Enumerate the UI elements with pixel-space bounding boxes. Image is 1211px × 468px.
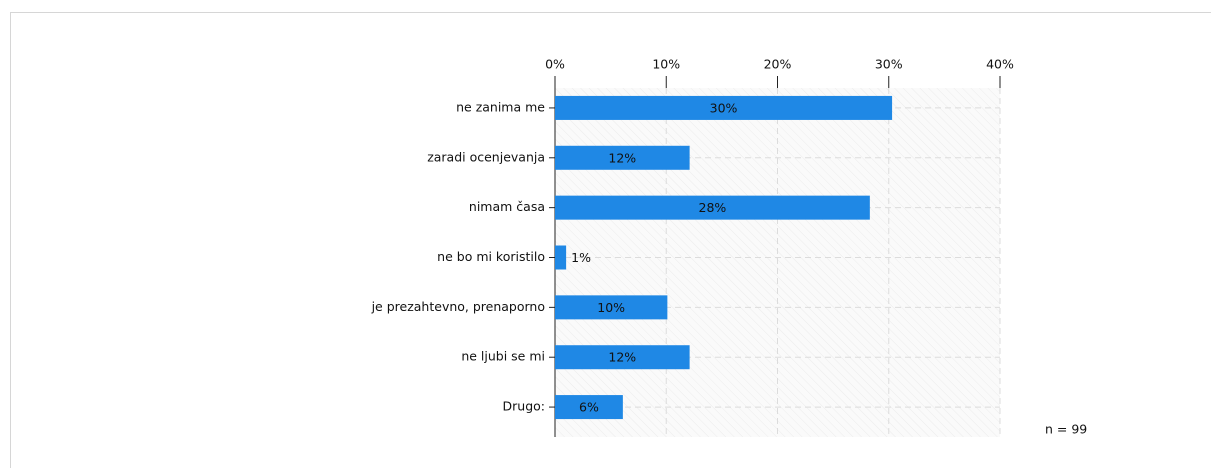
bar — [555, 195, 870, 220]
y-tick-label: zaradi ocenjevanja — [427, 149, 545, 164]
data-label: 12% — [608, 150, 636, 165]
x-tick-label: 20% — [764, 57, 792, 72]
data-label: 6% — [579, 400, 599, 415]
y-tick-label: je prezahtevno, prenaporno — [371, 299, 545, 314]
y-tick-label: ne bo mi koristilo — [437, 249, 545, 264]
y-tick-label: nimam časa — [469, 199, 545, 214]
y-tick-label: ne ljubi se mi — [461, 349, 545, 364]
bar — [555, 245, 567, 270]
x-tick-label: 30% — [875, 57, 903, 72]
data-label: 28% — [699, 200, 727, 215]
y-tick-label: ne zanima me — [456, 99, 545, 114]
x-tick-label: 40% — [986, 57, 1014, 72]
bar — [555, 345, 690, 370]
data-label: 10% — [597, 300, 625, 315]
data-label: 30% — [710, 100, 738, 115]
data-label: 12% — [608, 350, 636, 365]
bar — [555, 295, 668, 320]
x-tick-label: 10% — [652, 57, 680, 72]
bar — [555, 95, 893, 120]
x-tick-label: 0% — [545, 57, 565, 72]
data-label: 1% — [571, 250, 591, 265]
y-tick-label: Drugo: — [503, 399, 545, 414]
annotation: n = 99 — [1045, 422, 1087, 437]
panel-border — [10, 12, 1211, 468]
bar — [555, 395, 623, 420]
bar — [555, 145, 690, 170]
